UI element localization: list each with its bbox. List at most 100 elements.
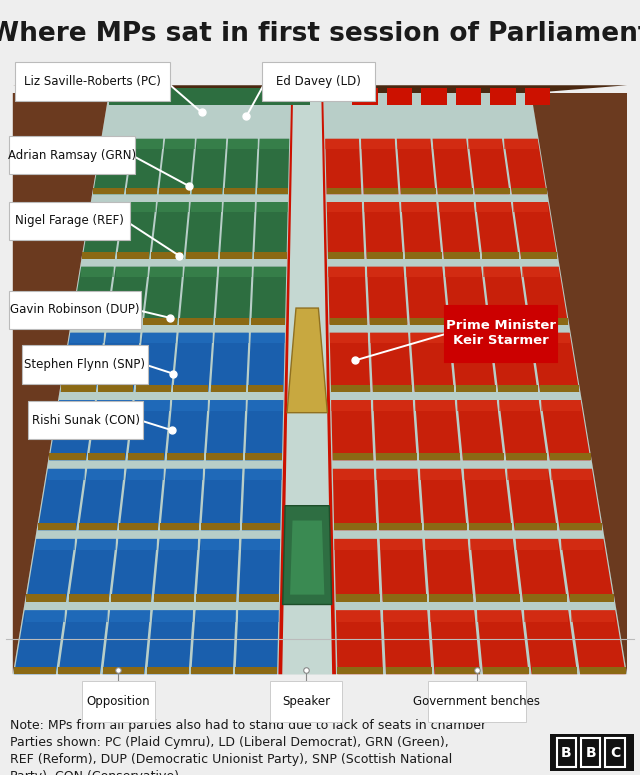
FancyBboxPatch shape (9, 136, 135, 174)
Polygon shape (330, 318, 367, 325)
Polygon shape (127, 469, 164, 480)
Polygon shape (499, 400, 547, 460)
Polygon shape (438, 202, 474, 212)
Polygon shape (420, 469, 461, 480)
Polygon shape (561, 539, 604, 550)
FancyBboxPatch shape (428, 681, 526, 722)
Polygon shape (242, 469, 282, 530)
Polygon shape (160, 523, 198, 530)
FancyBboxPatch shape (142, 88, 177, 105)
Polygon shape (476, 202, 511, 212)
Polygon shape (328, 267, 367, 325)
Polygon shape (116, 267, 148, 277)
Polygon shape (483, 666, 529, 674)
Text: Note: MPs from all parties also had to stand due to lack of seats in chamber: Note: MPs from all parties also had to s… (10, 719, 486, 732)
Polygon shape (326, 202, 364, 259)
Polygon shape (159, 539, 198, 550)
Polygon shape (127, 453, 164, 460)
Polygon shape (191, 139, 227, 195)
Polygon shape (361, 139, 395, 149)
Polygon shape (456, 384, 496, 392)
Polygon shape (126, 139, 163, 195)
Polygon shape (522, 267, 559, 277)
Polygon shape (165, 139, 195, 149)
Polygon shape (117, 202, 156, 259)
Polygon shape (159, 139, 195, 195)
Polygon shape (143, 332, 177, 343)
Polygon shape (361, 139, 399, 195)
Polygon shape (450, 318, 488, 325)
Polygon shape (191, 611, 236, 674)
FancyBboxPatch shape (22, 345, 148, 384)
Polygon shape (60, 400, 95, 411)
Polygon shape (541, 400, 580, 411)
Polygon shape (367, 267, 408, 325)
Polygon shape (515, 523, 557, 530)
Polygon shape (476, 202, 519, 259)
Polygon shape (185, 267, 217, 277)
Polygon shape (570, 594, 614, 601)
Polygon shape (325, 139, 362, 195)
Polygon shape (424, 523, 467, 530)
Polygon shape (251, 332, 285, 343)
Polygon shape (330, 332, 371, 392)
Polygon shape (248, 332, 285, 392)
Polygon shape (126, 188, 157, 195)
Polygon shape (571, 611, 615, 622)
Polygon shape (228, 139, 258, 149)
Polygon shape (516, 539, 567, 601)
Polygon shape (179, 332, 212, 343)
Polygon shape (373, 384, 412, 392)
Polygon shape (134, 400, 170, 411)
Polygon shape (224, 202, 255, 212)
Polygon shape (200, 539, 239, 550)
Polygon shape (492, 332, 529, 343)
Polygon shape (425, 539, 468, 550)
Polygon shape (83, 252, 115, 259)
Polygon shape (14, 611, 65, 674)
Polygon shape (522, 267, 568, 325)
Polygon shape (81, 267, 114, 277)
FancyBboxPatch shape (209, 88, 244, 105)
Polygon shape (92, 202, 123, 212)
Polygon shape (580, 666, 626, 674)
FancyBboxPatch shape (9, 291, 141, 329)
Polygon shape (49, 453, 86, 460)
Polygon shape (380, 523, 422, 530)
Polygon shape (334, 539, 380, 601)
Polygon shape (551, 469, 592, 480)
Polygon shape (173, 384, 209, 392)
FancyBboxPatch shape (550, 734, 634, 771)
Polygon shape (492, 332, 538, 392)
Polygon shape (430, 611, 480, 674)
FancyBboxPatch shape (109, 88, 144, 105)
Polygon shape (205, 469, 243, 480)
Polygon shape (110, 611, 150, 622)
Polygon shape (470, 523, 512, 530)
Polygon shape (77, 539, 116, 550)
Polygon shape (532, 666, 577, 674)
Polygon shape (444, 252, 480, 259)
Polygon shape (376, 469, 422, 530)
Polygon shape (410, 318, 447, 325)
FancyBboxPatch shape (557, 738, 576, 767)
Polygon shape (383, 611, 431, 674)
Polygon shape (523, 594, 567, 601)
Polygon shape (206, 400, 246, 460)
Polygon shape (508, 469, 557, 530)
Polygon shape (401, 202, 436, 212)
Polygon shape (521, 252, 557, 259)
Polygon shape (415, 400, 454, 411)
Polygon shape (154, 594, 194, 601)
Text: REF (Reform), DUP (Democratic Unionist Party), SNP (Scottish National: REF (Reform), DUP (Democratic Unionist P… (10, 753, 452, 766)
Polygon shape (483, 267, 528, 325)
Text: Liz Saville-Roberts (PC): Liz Saville-Roberts (PC) (24, 75, 161, 88)
Polygon shape (468, 139, 502, 149)
Polygon shape (364, 202, 403, 259)
Polygon shape (220, 267, 252, 277)
Polygon shape (328, 267, 365, 277)
Polygon shape (524, 611, 577, 674)
Polygon shape (245, 400, 284, 460)
Polygon shape (143, 318, 177, 325)
Polygon shape (68, 594, 109, 601)
